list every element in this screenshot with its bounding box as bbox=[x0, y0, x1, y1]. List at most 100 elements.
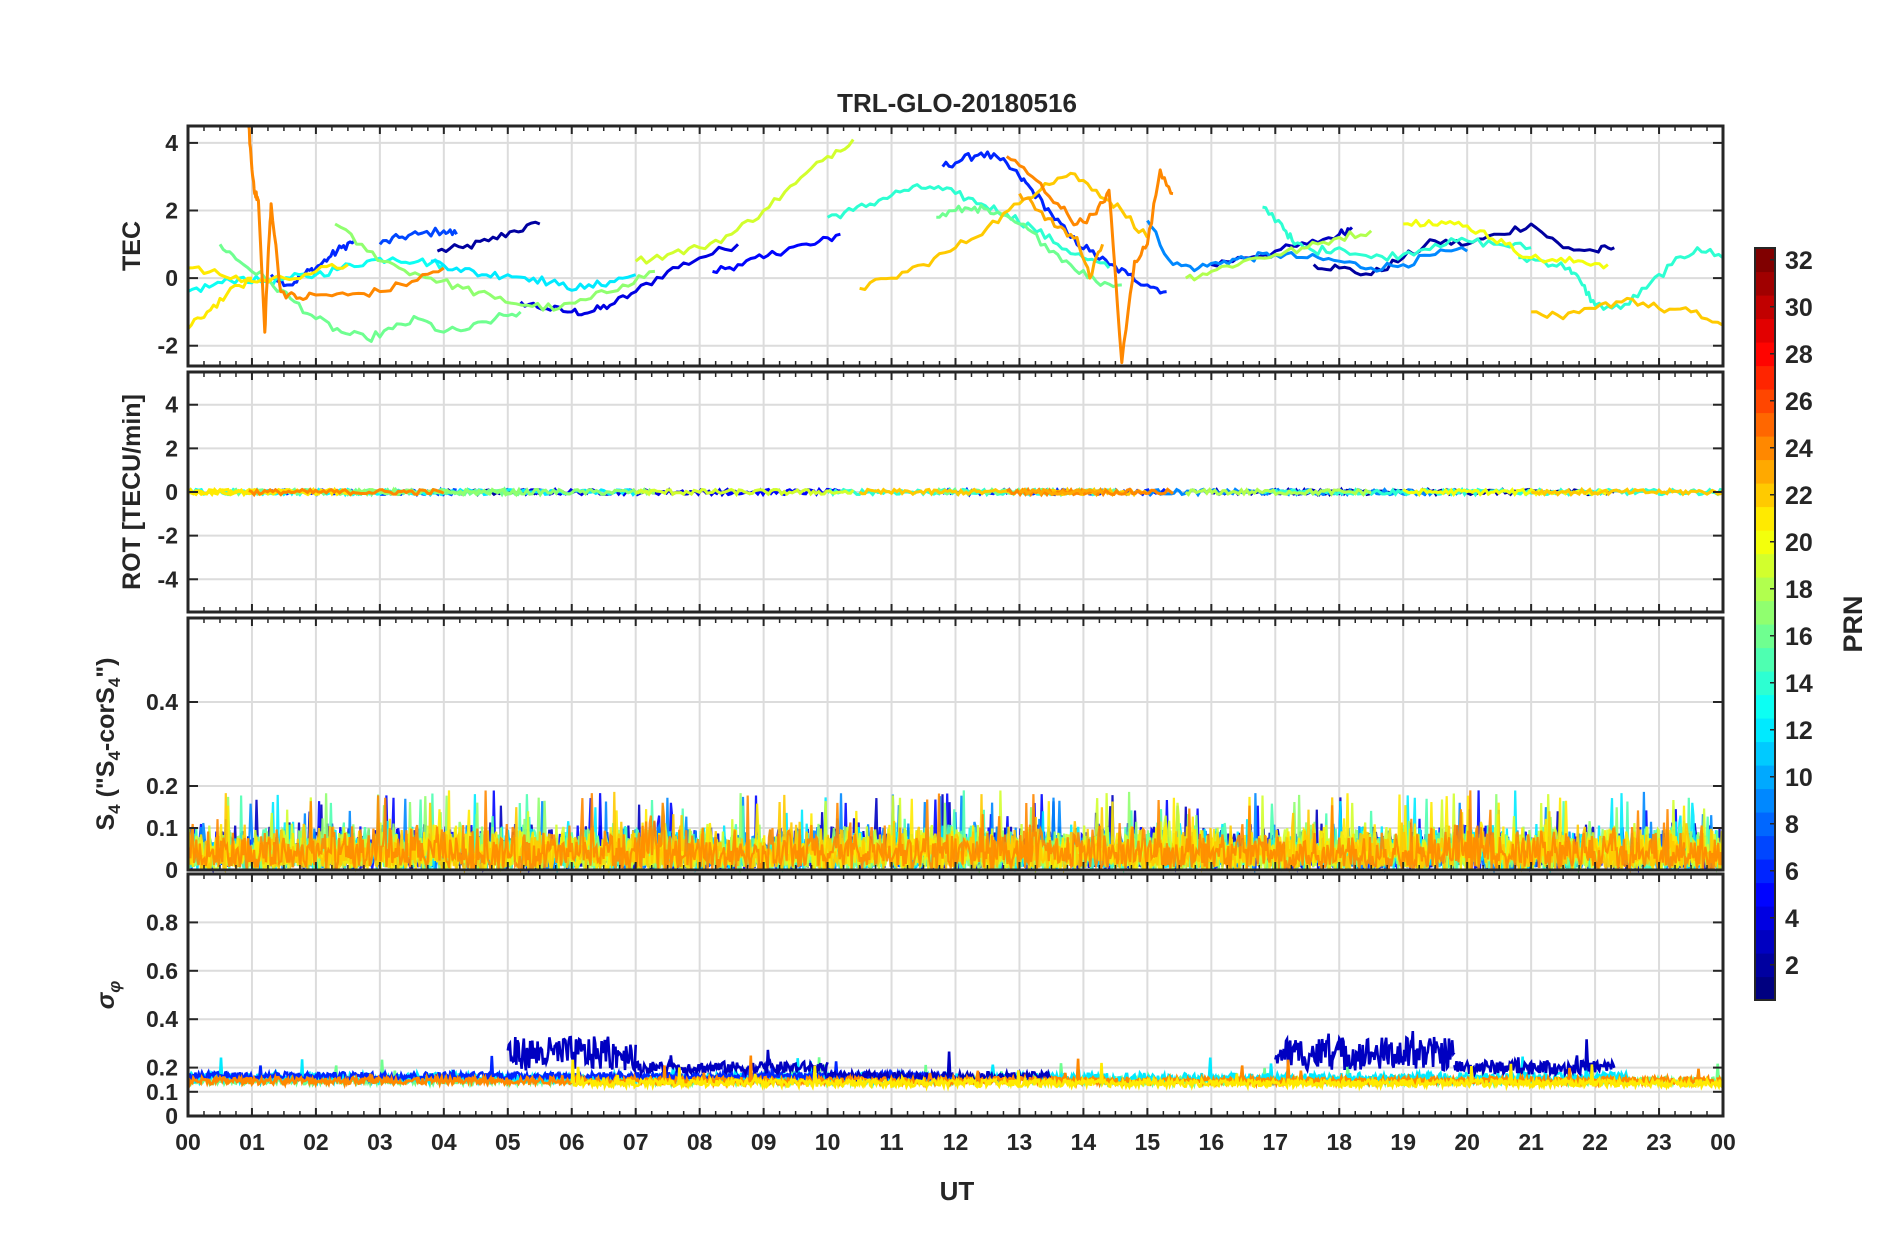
y-tick-label: -2 bbox=[158, 523, 178, 549]
y-tick-label: 0 bbox=[165, 265, 178, 291]
tec-series-line bbox=[269, 239, 356, 288]
colorbar-label: PRN bbox=[1838, 595, 1868, 652]
colorbar-segment bbox=[1755, 718, 1775, 743]
s4-series-line bbox=[186, 790, 1725, 874]
rot-series-line bbox=[635, 487, 855, 498]
sigma-series-line bbox=[570, 1059, 1725, 1092]
x-tick-label: 00 bbox=[175, 1129, 201, 1155]
y-tick-label: 0.2 bbox=[146, 773, 178, 799]
x-tick-label: 04 bbox=[431, 1129, 457, 1155]
colorbar-tick-label: 18 bbox=[1785, 576, 1813, 604]
x-tick-label: 20 bbox=[1454, 1129, 1480, 1155]
colorbar-tick-label: 20 bbox=[1785, 529, 1813, 557]
tec-series-line bbox=[1005, 155, 1174, 365]
sigma-series-line bbox=[1453, 1039, 1616, 1079]
rot-series-line bbox=[1184, 487, 1372, 498]
x-tick-label: 18 bbox=[1326, 1129, 1352, 1155]
tec-series-line bbox=[1531, 296, 1723, 327]
colorbar-tick-label: 6 bbox=[1785, 858, 1799, 886]
rot-series-line bbox=[1530, 486, 1725, 497]
tec-series-line bbox=[1262, 205, 1532, 262]
y-tick-label: 4 bbox=[165, 130, 178, 156]
tec-series-line bbox=[1184, 229, 1373, 282]
colorbar-segment bbox=[1755, 906, 1775, 931]
xlabel: UT bbox=[940, 1176, 975, 1206]
x-tick-label: 12 bbox=[943, 1129, 969, 1155]
colorbar-segment bbox=[1755, 530, 1775, 555]
y-tick-label: 0 bbox=[165, 479, 178, 505]
colorbar-tick-label: 30 bbox=[1785, 294, 1813, 322]
y-tick-label: 0.4 bbox=[146, 1006, 178, 1032]
colorbar-segment bbox=[1755, 436, 1775, 461]
ylabel-s4: S4 ("S4-corS4") bbox=[92, 658, 124, 831]
colorbar-tick-label: 12 bbox=[1785, 717, 1813, 745]
tec-series-line bbox=[188, 276, 253, 330]
colorbar-segment bbox=[1755, 812, 1775, 837]
rot-series-line bbox=[1019, 487, 1104, 497]
y-tick-label: 2 bbox=[165, 198, 178, 224]
x-tick-label: 09 bbox=[751, 1129, 777, 1155]
panel-sigma: 00.10.2 0.4 0.6 0.8 σφ bbox=[92, 872, 1725, 1129]
colorbar-tick-label: 10 bbox=[1785, 764, 1813, 792]
panel-s4: 0 0.1 0.2 0.4 S4 ("S4-corS4") bbox=[92, 616, 1725, 883]
colorbar-tick-label: 24 bbox=[1785, 435, 1813, 463]
x-axis: 00 01 02 03 04 05 06 07 08 09 10 11 12 13 14 15 16 17 18 19… bbox=[175, 1129, 1736, 1155]
tec-series-line bbox=[247, 126, 445, 334]
colorbar-segment bbox=[1755, 342, 1775, 367]
x-tick-label: 11 bbox=[879, 1129, 904, 1155]
colorbar-tick-label: 26 bbox=[1785, 388, 1813, 416]
colorbar-tick-label: 2 bbox=[1785, 952, 1799, 980]
ylabel-sigma: σφ bbox=[92, 981, 124, 1010]
x-tick-label: 21 bbox=[1518, 1129, 1544, 1155]
y-tick-label: 0 bbox=[165, 1103, 178, 1129]
x-tick-label: 02 bbox=[303, 1129, 329, 1155]
x-tick-label: 10 bbox=[815, 1129, 841, 1155]
sigma-series-line bbox=[1274, 1030, 1456, 1074]
colorbar-segment bbox=[1755, 271, 1775, 296]
x-tick-label: 13 bbox=[1007, 1129, 1033, 1155]
colorbar-segment bbox=[1755, 929, 1775, 954]
colorbar-segment bbox=[1755, 600, 1775, 625]
colorbar-tick-label: 16 bbox=[1785, 623, 1813, 651]
sigma-series-line bbox=[506, 1035, 637, 1075]
colorbar-segment bbox=[1755, 459, 1775, 484]
y-tick-label: 2 bbox=[165, 435, 178, 461]
colorbar-segment bbox=[1755, 553, 1775, 578]
colorbar-tick-label: 14 bbox=[1785, 670, 1813, 698]
rot-series-line bbox=[186, 487, 253, 497]
colorbar-segment bbox=[1755, 765, 1775, 790]
tec-series-line bbox=[936, 203, 1122, 289]
colorbar-segment bbox=[1755, 859, 1775, 884]
x-tick-label: 15 bbox=[1135, 1129, 1161, 1155]
x-tick-label: 05 bbox=[495, 1129, 521, 1155]
tec-series-line bbox=[826, 183, 1111, 269]
colorbar-segment bbox=[1755, 835, 1775, 860]
y-tick-label: 4 bbox=[165, 392, 178, 418]
colorbar-segment bbox=[1755, 318, 1775, 343]
chart-title: TRL-GLO-20180516 bbox=[837, 88, 1077, 118]
colorbar-segment bbox=[1755, 671, 1775, 696]
sigma-series-line bbox=[634, 1049, 829, 1079]
colorbar-tick-label: 4 bbox=[1785, 905, 1799, 933]
x-tick-label: 16 bbox=[1199, 1129, 1225, 1155]
y-tick-label: 0.2 bbox=[146, 1055, 178, 1081]
colorbar-segment bbox=[1755, 412, 1775, 437]
x-tick-label: 01 bbox=[239, 1129, 265, 1155]
tec-series-line bbox=[634, 138, 855, 265]
tec-series-line bbox=[218, 243, 522, 343]
colorbar-tick-label: 8 bbox=[1785, 811, 1799, 839]
colorbar-segment bbox=[1755, 506, 1775, 531]
x-tick-label: 14 bbox=[1071, 1129, 1097, 1155]
colorbar-segment bbox=[1755, 483, 1775, 508]
x-tick-label: 23 bbox=[1646, 1129, 1672, 1155]
tec-series-line bbox=[188, 256, 445, 293]
rot-series-line bbox=[186, 486, 349, 498]
x-tick-label: 07 bbox=[623, 1129, 649, 1155]
panel-tec: -2 0 2 4 TEC bbox=[118, 124, 1725, 368]
colorbar-segment bbox=[1755, 788, 1775, 813]
y-tick-label: 0.8 bbox=[146, 909, 178, 935]
y-tick-label: -2 bbox=[158, 333, 178, 359]
colorbar-segment bbox=[1755, 248, 1775, 273]
colorbar-segment bbox=[1755, 647, 1775, 672]
